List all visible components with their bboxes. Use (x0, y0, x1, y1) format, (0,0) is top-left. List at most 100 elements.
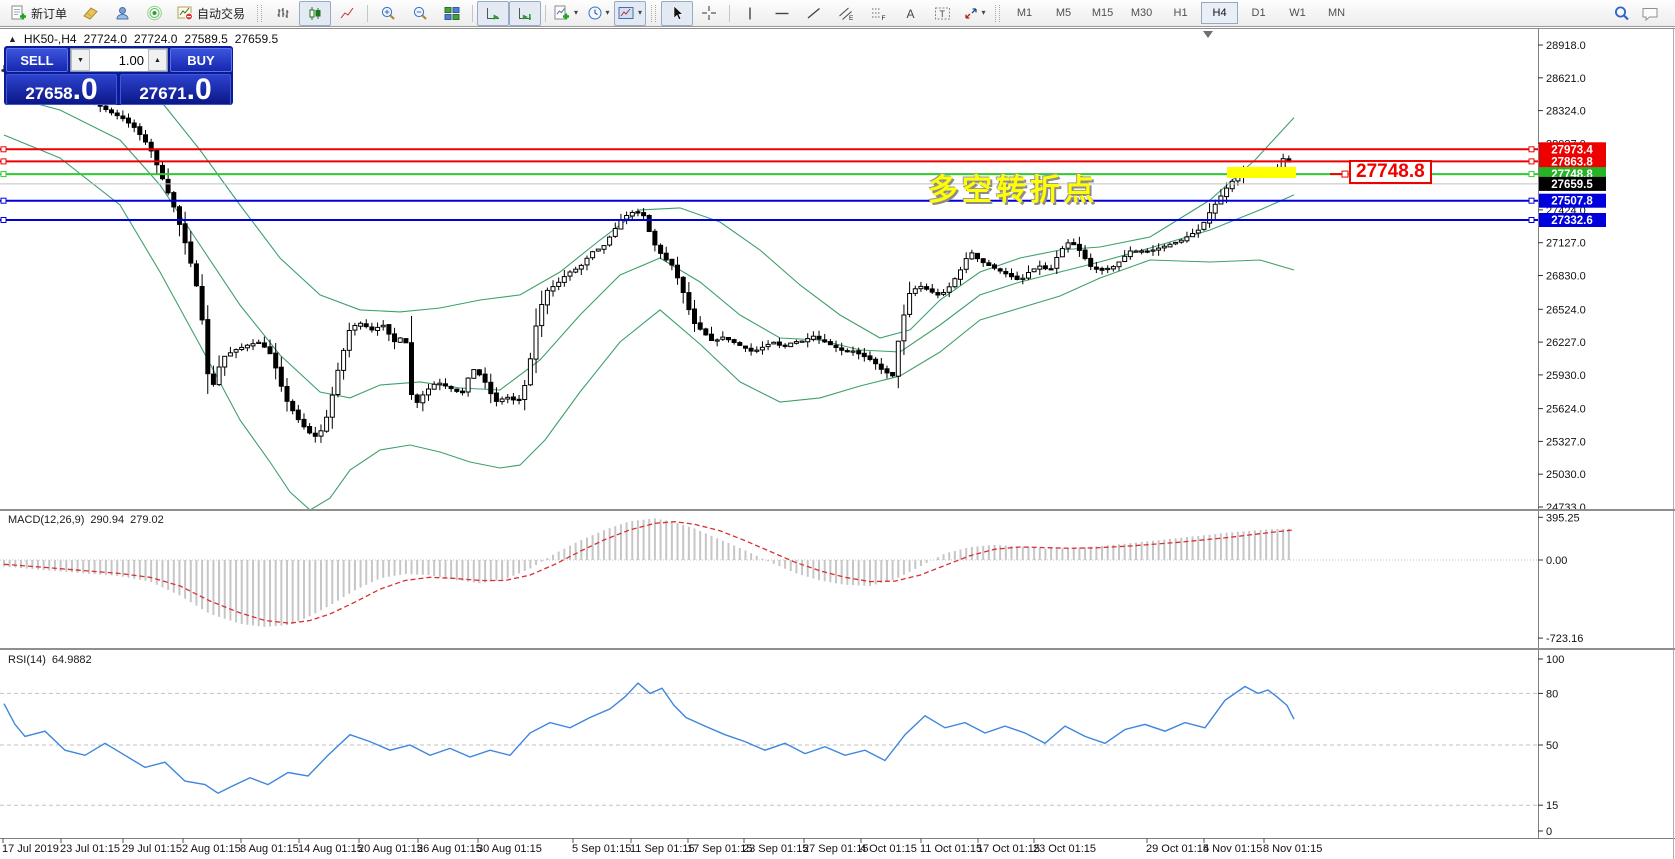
sell-price-button[interactable]: 27658 .0 (6, 74, 117, 105)
channel-tool-button[interactable]: E (830, 1, 862, 26)
fibonacci-tool-button[interactable]: F (862, 1, 894, 26)
crosshair-tool-button[interactable] (693, 1, 725, 26)
candle-body (222, 355, 228, 368)
line-handle[interactable] (0, 146, 7, 153)
new-order-button[interactable]: 新订单 (4, 1, 74, 26)
horizontal-line-tool-button[interactable] (766, 1, 798, 26)
text-label-tool-button[interactable]: T (926, 1, 958, 26)
candle-body (284, 386, 290, 402)
tab-timeframe-m5[interactable]: M5 (1055, 7, 1072, 19)
candlestick-chart-button[interactable] (299, 0, 332, 26)
tab-timeframe-h4[interactable]: H4 (1201, 2, 1239, 24)
volume-decrease-button[interactable]: ▼ (71, 49, 90, 71)
tile-windows-button[interactable] (436, 1, 468, 26)
indicators-button[interactable]: ▾ (550, 1, 582, 26)
line-handle[interactable] (1528, 146, 1535, 153)
candle-body (1139, 250, 1145, 253)
line-handle[interactable] (1528, 171, 1535, 178)
tab-timeframe-m30[interactable]: M30 (1130, 7, 1153, 19)
search-icon[interactable] (1613, 5, 1631, 22)
candle-body (1173, 241, 1179, 245)
eraser-button[interactable] (74, 1, 106, 26)
candle-body (1026, 272, 1031, 279)
candle-body (788, 342, 794, 348)
tab-timeframe-w1[interactable]: W1 (1289, 7, 1306, 19)
chart-shift-button[interactable] (509, 0, 542, 26)
candle-body (759, 346, 765, 351)
signal-button[interactable] (138, 1, 170, 26)
periods-caret-icon[interactable]: ▾ (605, 8, 610, 17)
arrows-caret-icon[interactable]: ▾ (981, 8, 986, 17)
bar-chart-button[interactable] (267, 1, 299, 26)
line-handle[interactable] (0, 171, 7, 178)
rsi-pane-label: RSI(14) 64.9882 (8, 654, 92, 666)
tab-timeframe-mn[interactable]: MN (1327, 7, 1346, 19)
line-handle[interactable] (0, 158, 7, 165)
buy-price-button[interactable]: 27671 .0 (120, 74, 231, 105)
candle-body (1020, 277, 1026, 280)
candle-body (1071, 242, 1077, 246)
line-chart-button[interactable] (331, 1, 363, 26)
collapse-panel-icon[interactable]: ▲ (8, 34, 17, 44)
tab-timeframe-h1[interactable]: H1 (1173, 7, 1188, 19)
toolbar-grip[interactable] (995, 4, 1001, 22)
volume-input[interactable] (90, 49, 148, 71)
rsi-pane-divider[interactable] (0, 648, 1675, 650)
auto-trading-button[interactable]: 自动交易 (170, 1, 252, 26)
callout-anchor-marker[interactable] (1341, 170, 1349, 178)
buy-button[interactable]: BUY (170, 48, 232, 72)
price-axis-tick: 25030.0 (1546, 469, 1586, 481)
rsi-title: RSI(14) (8, 654, 46, 666)
candle-body (499, 398, 505, 403)
line-handle[interactable] (1528, 197, 1535, 204)
tab-timeframe-m15[interactable]: M15 (1091, 7, 1114, 19)
sell-button[interactable]: SELL (6, 48, 68, 72)
line-handle[interactable] (0, 197, 7, 204)
cursor-tool-button[interactable] (661, 0, 694, 26)
auto-scroll-button[interactable] (477, 0, 510, 26)
profile-button[interactable] (106, 1, 138, 26)
price-callout-label[interactable]: 27748.8 (1349, 160, 1432, 184)
volume-increase-button[interactable]: ▲ (148, 49, 167, 71)
tab-timeframe-d1[interactable]: D1 (1251, 7, 1266, 19)
highlight-rectangle[interactable] (1227, 167, 1296, 178)
candle-body (137, 126, 143, 135)
indicators-caret-icon[interactable]: ▾ (574, 8, 579, 17)
candle-body (709, 333, 714, 342)
line-handle[interactable] (1528, 217, 1535, 223)
chart-shift-marker[interactable] (1203, 31, 1213, 38)
templates-caret-icon[interactable]: ▾ (638, 8, 643, 17)
candle-body (731, 339, 737, 344)
chat-icon[interactable] (1641, 5, 1661, 22)
text-tool-button[interactable]: A (894, 1, 926, 26)
macd-pane-divider[interactable] (0, 509, 1675, 511)
candle-body (346, 330, 352, 351)
candle-body (267, 346, 273, 355)
tab-timeframe-m1[interactable]: M1 (1016, 7, 1033, 19)
price-axis-tick: 28621.0 (1546, 73, 1586, 85)
zoom-out-button[interactable] (404, 1, 436, 26)
horizontal-level-lines-layer[interactable] (0, 146, 1538, 223)
candle-body (556, 281, 562, 287)
candle-body (658, 244, 664, 254)
axes-layer: 28918.028621.028324.028027.027424.027127… (2, 40, 1606, 855)
candles-layer (1, 65, 1292, 443)
toolbar-grip[interactable] (257, 4, 263, 22)
annotation-turning-point-text[interactable]: 多空转折点 (928, 174, 1098, 207)
toolbar-grip[interactable] (651, 4, 657, 22)
rsi-axis-tick: 100 (1546, 654, 1564, 666)
vertical-line-tool-button[interactable] (734, 1, 766, 26)
line-handle[interactable] (1528, 158, 1535, 165)
toolbar-separator (472, 4, 474, 22)
line-handle[interactable] (0, 217, 7, 223)
templates-button[interactable]: ▾ (614, 0, 647, 26)
arrows-tool-button[interactable]: ▾ (958, 1, 990, 26)
candle-body (969, 252, 975, 260)
trendline-tool-button[interactable] (798, 1, 830, 26)
candle-body (743, 345, 748, 349)
zoom-in-button[interactable] (372, 1, 404, 26)
candle-body (126, 117, 131, 124)
periods-button[interactable]: ▾ (582, 1, 614, 26)
price-tag-text: 27507.8 (1551, 196, 1593, 208)
